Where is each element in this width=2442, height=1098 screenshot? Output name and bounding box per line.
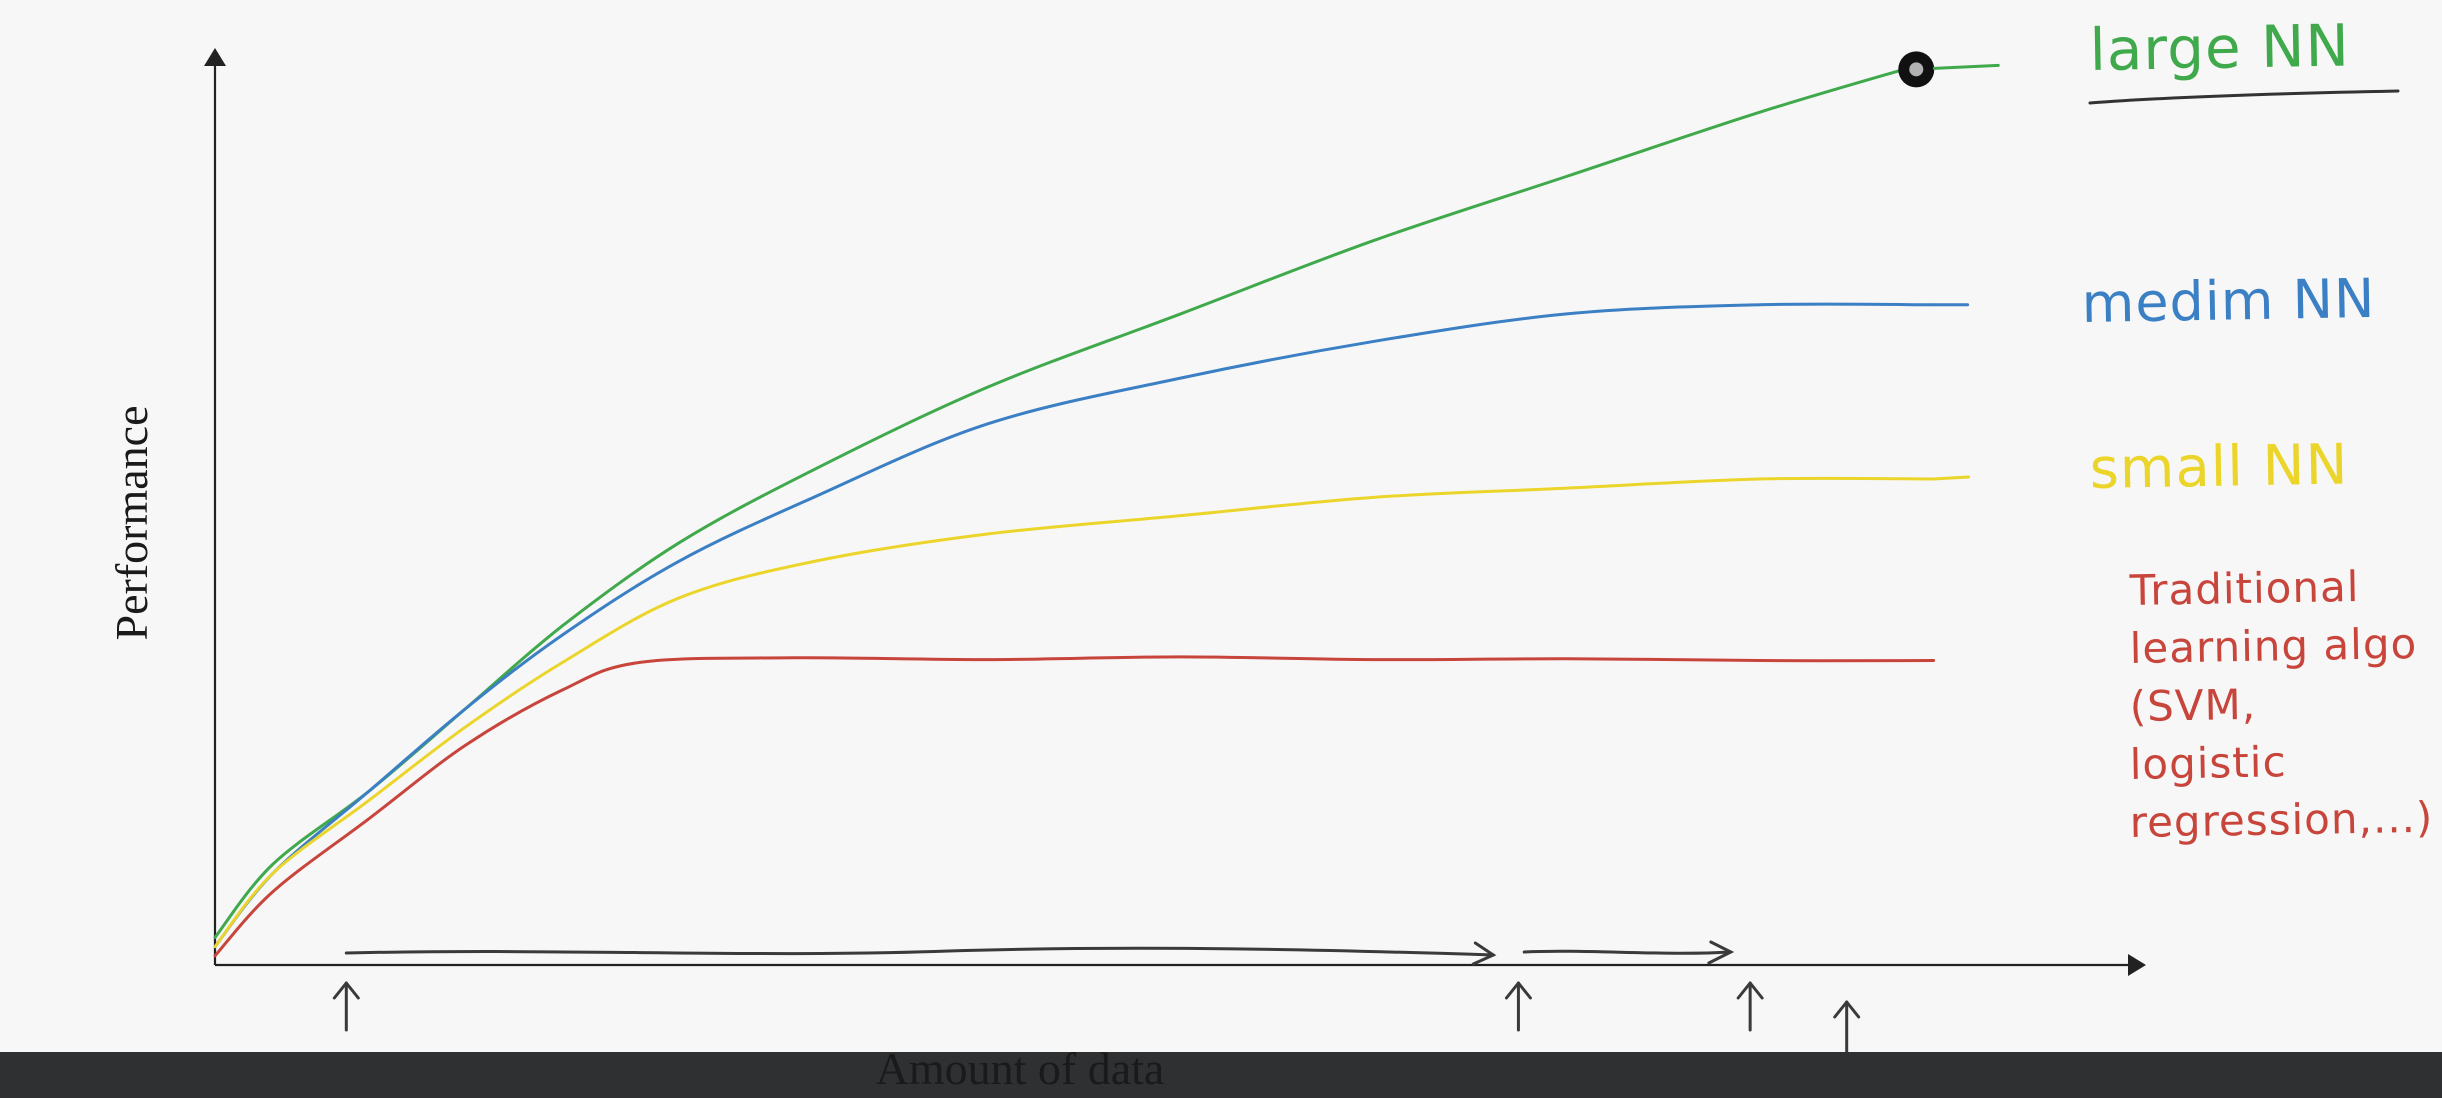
large-nn-endpoint-highlight (1909, 62, 1924, 77)
bottom-bar (0, 1052, 2442, 1098)
data-range-arrowhead-end (1707, 940, 1735, 965)
series-point-traditional-learning-algo-4 (561, 688, 564, 692)
y-axis-label: Performance (106, 406, 157, 641)
series-point-traditional-learning-algo-5 (638, 661, 642, 664)
series-point-traditional-learning-algo-8 (1179, 655, 1182, 659)
annotation-layer (332, 940, 1861, 1084)
series-point-traditional-learning-algo-10 (1565, 657, 1568, 660)
series-label-large-nn: large NN (2089, 11, 2350, 84)
series-label-traditional-line-1: Traditional (2128, 562, 2360, 615)
series-point-small-nn-0 (213, 945, 217, 948)
axes-group (204, 48, 2146, 976)
data-range-arrowhead-middle (1471, 941, 1497, 966)
series-point-traditional-learning-algo-1 (271, 890, 275, 893)
series-point-traditional-learning-algo-9 (1372, 658, 1375, 661)
series-line-small-nn (213, 476, 1936, 949)
series-point-medium-nn-8 (1179, 376, 1182, 380)
series-point-medium-nn-3 (464, 707, 468, 710)
series-point-small-nn-5 (677, 597, 680, 600)
series-point-medium-nn-2 (368, 789, 371, 792)
small-nn-leader-line (1932, 475, 1971, 481)
series-point-traditional-learning-algo-7 (986, 658, 989, 661)
series-point-small-nn-3 (464, 725, 468, 728)
series-point-large-nn-1 (271, 862, 275, 866)
series-point-medium-nn-7 (986, 422, 989, 426)
series-point-small-nn-10 (1565, 486, 1568, 490)
series-point-large-nn-4 (561, 624, 564, 627)
series-point-small-nn-4 (561, 661, 564, 664)
y-axis-arrowhead (204, 48, 226, 66)
series-layer (213, 64, 1936, 958)
series-point-small-nn-9 (1372, 496, 1375, 499)
data-marker-2-head (1504, 981, 1532, 1000)
large-nn-leader-line (1932, 63, 2000, 70)
series-point-large-nn-10 (1565, 175, 1568, 178)
series-point-small-nn-6 (812, 560, 815, 563)
label-layer: large NN medim NN small NN Traditionallearn… (1898, 11, 2434, 847)
series-point-large-nn-0 (213, 936, 217, 939)
series-point-small-nn-11 (1758, 477, 1762, 481)
data-marker-1-head (332, 981, 360, 1000)
series-label-traditional-line-5: regression,...) (2129, 793, 2433, 847)
series-line-traditional-learning-algo (213, 655, 1936, 958)
series-label-traditional-line-3: (SVM, (2129, 680, 2256, 731)
series-point-traditional-learning-algo-12 (1932, 659, 1935, 662)
series-point-large-nn-8 (1179, 312, 1182, 316)
series-label-traditional-line-2: learning algo (2129, 619, 2417, 673)
series-point-large-nn-6 (812, 468, 815, 472)
series-point-medium-nn-4 (561, 633, 564, 637)
series-point-medium-nn-9 (1372, 340, 1375, 343)
series-point-traditional-learning-algo-11 (1758, 659, 1762, 662)
series-point-small-nn-1 (271, 872, 275, 875)
series-point-small-nn-8 (1179, 514, 1182, 517)
series-point-large-nn-5 (677, 541, 680, 545)
series-label-medium-nn: medim NN (2081, 267, 2376, 335)
series-point-medium-nn-6 (812, 496, 815, 499)
data-range-arrow-extension (1522, 949, 1733, 955)
series-point-traditional-learning-algo-2 (368, 817, 371, 820)
data-marker-4-head (1833, 1000, 1861, 1019)
series-point-traditional-learning-algo-0 (213, 954, 217, 958)
series-point-small-nn-2 (368, 798, 371, 802)
series-label-small-nn: small NN (2089, 432, 2349, 502)
data-range-arrow-main (344, 946, 1495, 957)
series-point-large-nn-7 (986, 386, 989, 389)
data-marker-3-head (1736, 981, 1764, 1000)
x-axis-arrowhead (2128, 954, 2146, 976)
series-point-medium-nn-11 (1758, 303, 1762, 306)
series-line-medium-nn (213, 302, 1936, 949)
series-point-small-nn-7 (986, 532, 989, 536)
series-point-large-nn-9 (1372, 239, 1375, 242)
series-point-medium-nn-5 (677, 560, 680, 563)
series-point-traditional-learning-algo-3 (464, 743, 468, 747)
large-nn-underline (2088, 89, 2400, 105)
series-point-medium-nn-10 (1565, 312, 1568, 316)
series-point-large-nn-11 (1758, 110, 1762, 114)
series-point-traditional-learning-algo-6 (793, 656, 796, 660)
x-axis-label: Amount of data (876, 1043, 1165, 1094)
series-label-traditional-line-4: logistic (2129, 737, 2287, 789)
